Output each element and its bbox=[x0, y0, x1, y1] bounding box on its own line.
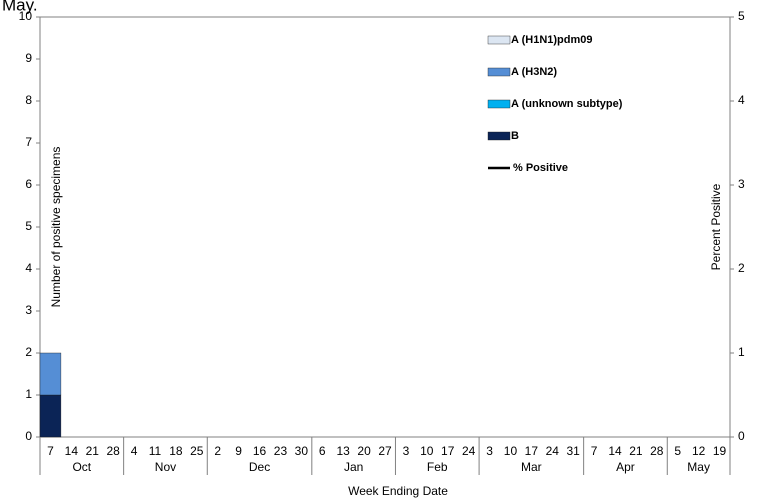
y2-tick-label: 3 bbox=[738, 177, 745, 191]
x-tick-label: 21 bbox=[86, 444, 100, 458]
x-tick-label: 13 bbox=[337, 444, 351, 458]
group-label: Oct bbox=[72, 460, 91, 474]
y2-tick-label: 4 bbox=[738, 93, 745, 107]
y2-tick-label: 0 bbox=[738, 429, 745, 443]
y-tick-label: 4 bbox=[25, 261, 32, 275]
y-tick-label: 10 bbox=[19, 9, 33, 23]
x-tick-label: 18 bbox=[169, 444, 183, 458]
bar-segment bbox=[39, 352, 62, 396]
x-axis-label: Week Ending Date bbox=[348, 484, 448, 498]
legend-swatch bbox=[487, 67, 511, 77]
group-label: Dec bbox=[249, 460, 270, 474]
x-tick-label: 5 bbox=[674, 444, 681, 458]
x-tick-label: 17 bbox=[525, 444, 539, 458]
y-tick-label: 5 bbox=[25, 219, 32, 233]
legend-swatch bbox=[487, 35, 511, 45]
plot-frame bbox=[39, 16, 731, 438]
x-tick-label: 3 bbox=[486, 444, 493, 458]
group-label: May bbox=[687, 460, 710, 474]
x-tick-label: 31 bbox=[567, 444, 581, 458]
y-tick-label: 7 bbox=[25, 135, 32, 149]
x-tick-label: 10 bbox=[504, 444, 518, 458]
y-tick-label: 0 bbox=[25, 429, 32, 443]
group-label: Feb bbox=[427, 460, 448, 474]
y-tick-label: 6 bbox=[25, 177, 32, 191]
legend-label: A (H3N2) bbox=[511, 66, 557, 78]
y-tick-label: 2 bbox=[25, 345, 32, 359]
x-tick-label: 30 bbox=[295, 444, 309, 458]
x-tick-label: 6 bbox=[319, 444, 326, 458]
group-label: Mar bbox=[521, 460, 542, 474]
y-tick-label: 1 bbox=[25, 387, 32, 401]
y-axis-label: Number of positive specimens bbox=[49, 147, 63, 308]
y-tick-label: 8 bbox=[25, 93, 32, 107]
x-tick-label: 21 bbox=[629, 444, 643, 458]
x-tick-label: 14 bbox=[65, 444, 79, 458]
x-tick-label: 10 bbox=[420, 444, 434, 458]
y2-tick-label: 2 bbox=[738, 261, 745, 275]
y2-tick-label: 5 bbox=[738, 9, 745, 23]
x-tick-label: 14 bbox=[608, 444, 622, 458]
x-tick-label: 28 bbox=[650, 444, 664, 458]
x-tick-label: 24 bbox=[546, 444, 560, 458]
x-tick-label: 17 bbox=[441, 444, 455, 458]
group-label: Nov bbox=[155, 460, 176, 474]
x-tick-label: 16 bbox=[253, 444, 267, 458]
x-tick-label: 27 bbox=[378, 444, 392, 458]
x-tick-label: 11 bbox=[149, 444, 162, 458]
x-tick-label: 9 bbox=[235, 444, 242, 458]
y2-axis-label: Percent Positive bbox=[709, 183, 723, 270]
legend-label: % Positive bbox=[513, 162, 568, 174]
legend-swatch bbox=[487, 99, 511, 109]
x-tick-label: 2 bbox=[214, 444, 221, 458]
x-tick-label: 7 bbox=[591, 444, 598, 458]
chart-title: May. bbox=[2, 0, 38, 14]
x-tick-label: 20 bbox=[357, 444, 371, 458]
x-tick-label: 28 bbox=[107, 444, 121, 458]
x-tick-label: 12 bbox=[692, 444, 706, 458]
x-tick-label: 23 bbox=[274, 444, 288, 458]
x-tick-label: 19 bbox=[713, 444, 727, 458]
y-tick-label: 9 bbox=[25, 51, 32, 65]
x-tick-label: 7 bbox=[47, 444, 54, 458]
group-label: Apr bbox=[616, 460, 635, 474]
group-label: Jan bbox=[344, 460, 363, 474]
legend-label: B bbox=[511, 130, 519, 142]
legend-label: A (unknown subtype) bbox=[511, 98, 623, 110]
legend-swatch bbox=[487, 131, 511, 141]
y2-tick-label: 1 bbox=[738, 345, 745, 359]
y-tick-label: 3 bbox=[25, 303, 32, 317]
x-tick-label: 24 bbox=[462, 444, 476, 458]
legend-label: A (H1N1)pdm09 bbox=[511, 34, 593, 46]
bar-segment bbox=[39, 394, 62, 438]
x-tick-label: 4 bbox=[131, 444, 138, 458]
x-tick-label: 25 bbox=[190, 444, 204, 458]
x-tick-label: 3 bbox=[403, 444, 410, 458]
